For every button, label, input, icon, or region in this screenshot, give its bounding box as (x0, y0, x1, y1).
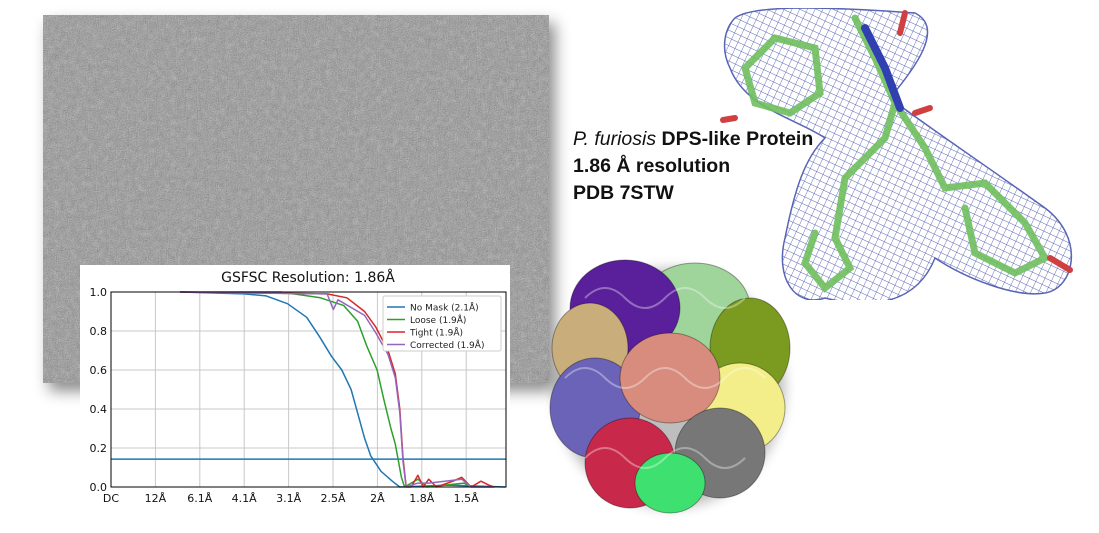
grid (111, 292, 506, 487)
series-line-no (180, 291, 506, 488)
caption-line-1: P. furiosis DPS-like Protein (573, 126, 813, 153)
x-tick-label: 2.5Å (320, 492, 345, 505)
fsc-chart-svg: GSFSC Resolution: 1.86Å DC 12Å 6.1Å 4.1Å 3.1… (90, 269, 507, 505)
legend-label: No Mask (2.1Å) (410, 302, 479, 314)
legend-label: Tight (1.9Å) (409, 327, 463, 339)
y-tick-label: 0.8 (90, 325, 108, 338)
caption-pdb: PDB 7STW (573, 182, 674, 204)
y-tick-label: 0.0 (90, 481, 108, 494)
x-tick-label: 1.8Å (409, 492, 434, 505)
x-tick-label: 4.1Å (232, 492, 257, 505)
figure-caption: P. furiosis DPS-like Protein 1.86 Å reso… (573, 126, 813, 207)
plot-frame (110, 291, 507, 488)
y-tick-label: 1.0 (90, 286, 108, 299)
fsc-chart: GSFSC Resolution: 1.86Å DC 12Å 6.1Å 4.1Å 3.1… (80, 265, 510, 515)
protein-name: DPS-like Protein (661, 128, 814, 150)
caption-resolution: 1.86 Å resolution (573, 155, 731, 177)
y-tick-label: 0.2 (90, 442, 108, 455)
x-tick-label: 12Å (145, 492, 167, 505)
species-name: P. furiosis (573, 128, 657, 150)
y-tick-label: 0.4 (90, 403, 108, 416)
x-tick-label: DC (103, 492, 119, 505)
x-tick-label: 1.5Å (454, 492, 479, 505)
series-line-corrected (180, 291, 495, 488)
protein-structure-cartoon (545, 238, 795, 523)
protein-cartoon-svg (549, 259, 791, 514)
density-mesh-svg (720, 7, 1073, 359)
chart-title: GSFSC Resolution: 1.86Å (221, 269, 395, 286)
legend: No Mask (2.1Å)Loose (1.9Å)Tight (1.9Å)Co… (382, 295, 502, 352)
legend-label: Corrected (1.9Å) (410, 339, 484, 351)
density-map-mesh (715, 7, 1099, 359)
x-tick-label: 6.1Å (187, 492, 212, 505)
y-tick-label: 0.6 (90, 364, 108, 377)
legend-label: Loose (1.9Å) (410, 314, 466, 326)
axis-ticks: DC 12Å 6.1Å 4.1Å 3.1Å 2.5Å 2Å 1.8Å 1.5Å 0.0 0.2 0.4… (90, 286, 480, 505)
x-tick-label: 2Å (370, 492, 385, 505)
x-tick-label: 3.1Å (276, 492, 301, 505)
